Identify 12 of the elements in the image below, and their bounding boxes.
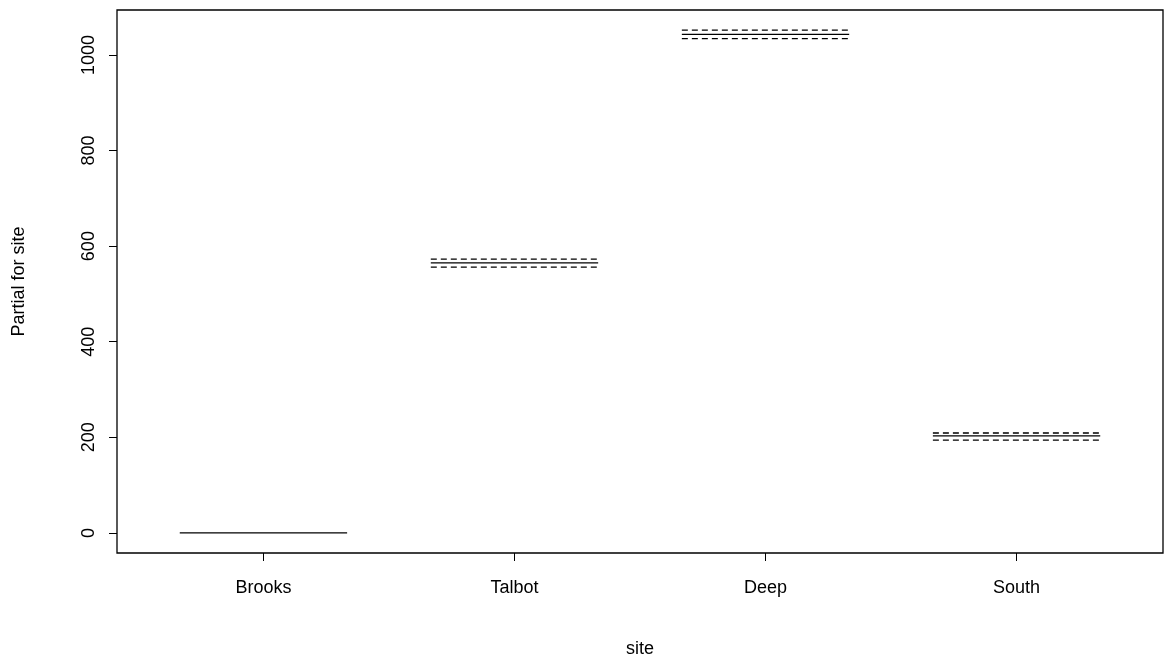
y-tick-label: 200	[78, 422, 98, 453]
y-tick-label: 1000	[78, 34, 98, 75]
x-tick-label: South	[993, 577, 1041, 597]
y-tick-label: 600	[78, 231, 98, 262]
y-tick-label: 800	[78, 135, 98, 166]
y-tick-label: 400	[78, 326, 98, 357]
y-axis-title: Partial for site	[8, 226, 28, 337]
x-tick-label: Talbot	[490, 577, 539, 597]
y-tick-label: 0	[78, 527, 98, 538]
x-axis-title: site	[625, 638, 655, 658]
x-tick-label: Brooks	[235, 577, 292, 597]
x-tick-label: Deep	[744, 577, 788, 597]
